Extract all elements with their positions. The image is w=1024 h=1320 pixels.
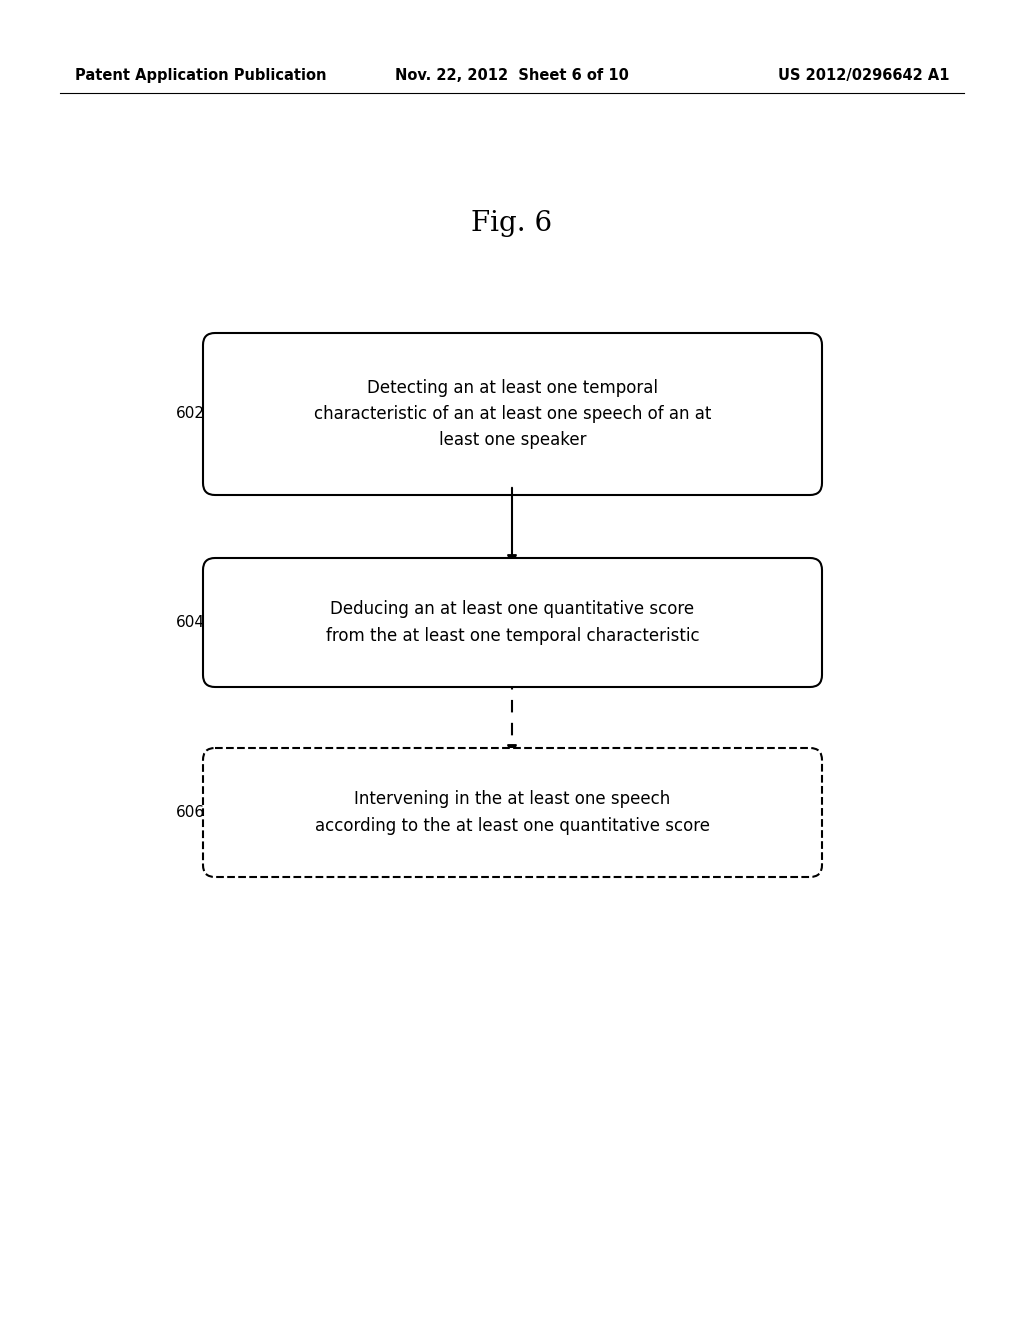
Text: US 2012/0296642 A1: US 2012/0296642 A1 [778,69,950,83]
Text: Fig. 6: Fig. 6 [471,210,553,238]
FancyBboxPatch shape [203,748,822,876]
FancyBboxPatch shape [203,333,822,495]
Text: 604: 604 [176,615,205,630]
Text: 606: 606 [176,805,205,820]
FancyBboxPatch shape [203,558,822,686]
Text: Detecting an at least one temporal
characteristic of an at least one speech of a: Detecting an at least one temporal chara… [313,379,712,449]
Text: Deducing an at least one quantitative score
from the at least one temporal chara: Deducing an at least one quantitative sc… [326,601,699,644]
Text: Patent Application Publication: Patent Application Publication [75,69,327,83]
Text: Nov. 22, 2012  Sheet 6 of 10: Nov. 22, 2012 Sheet 6 of 10 [395,69,629,83]
Text: Intervening in the at least one speech
according to the at least one quantitativ: Intervening in the at least one speech a… [315,791,710,834]
Text: 602: 602 [176,407,205,421]
